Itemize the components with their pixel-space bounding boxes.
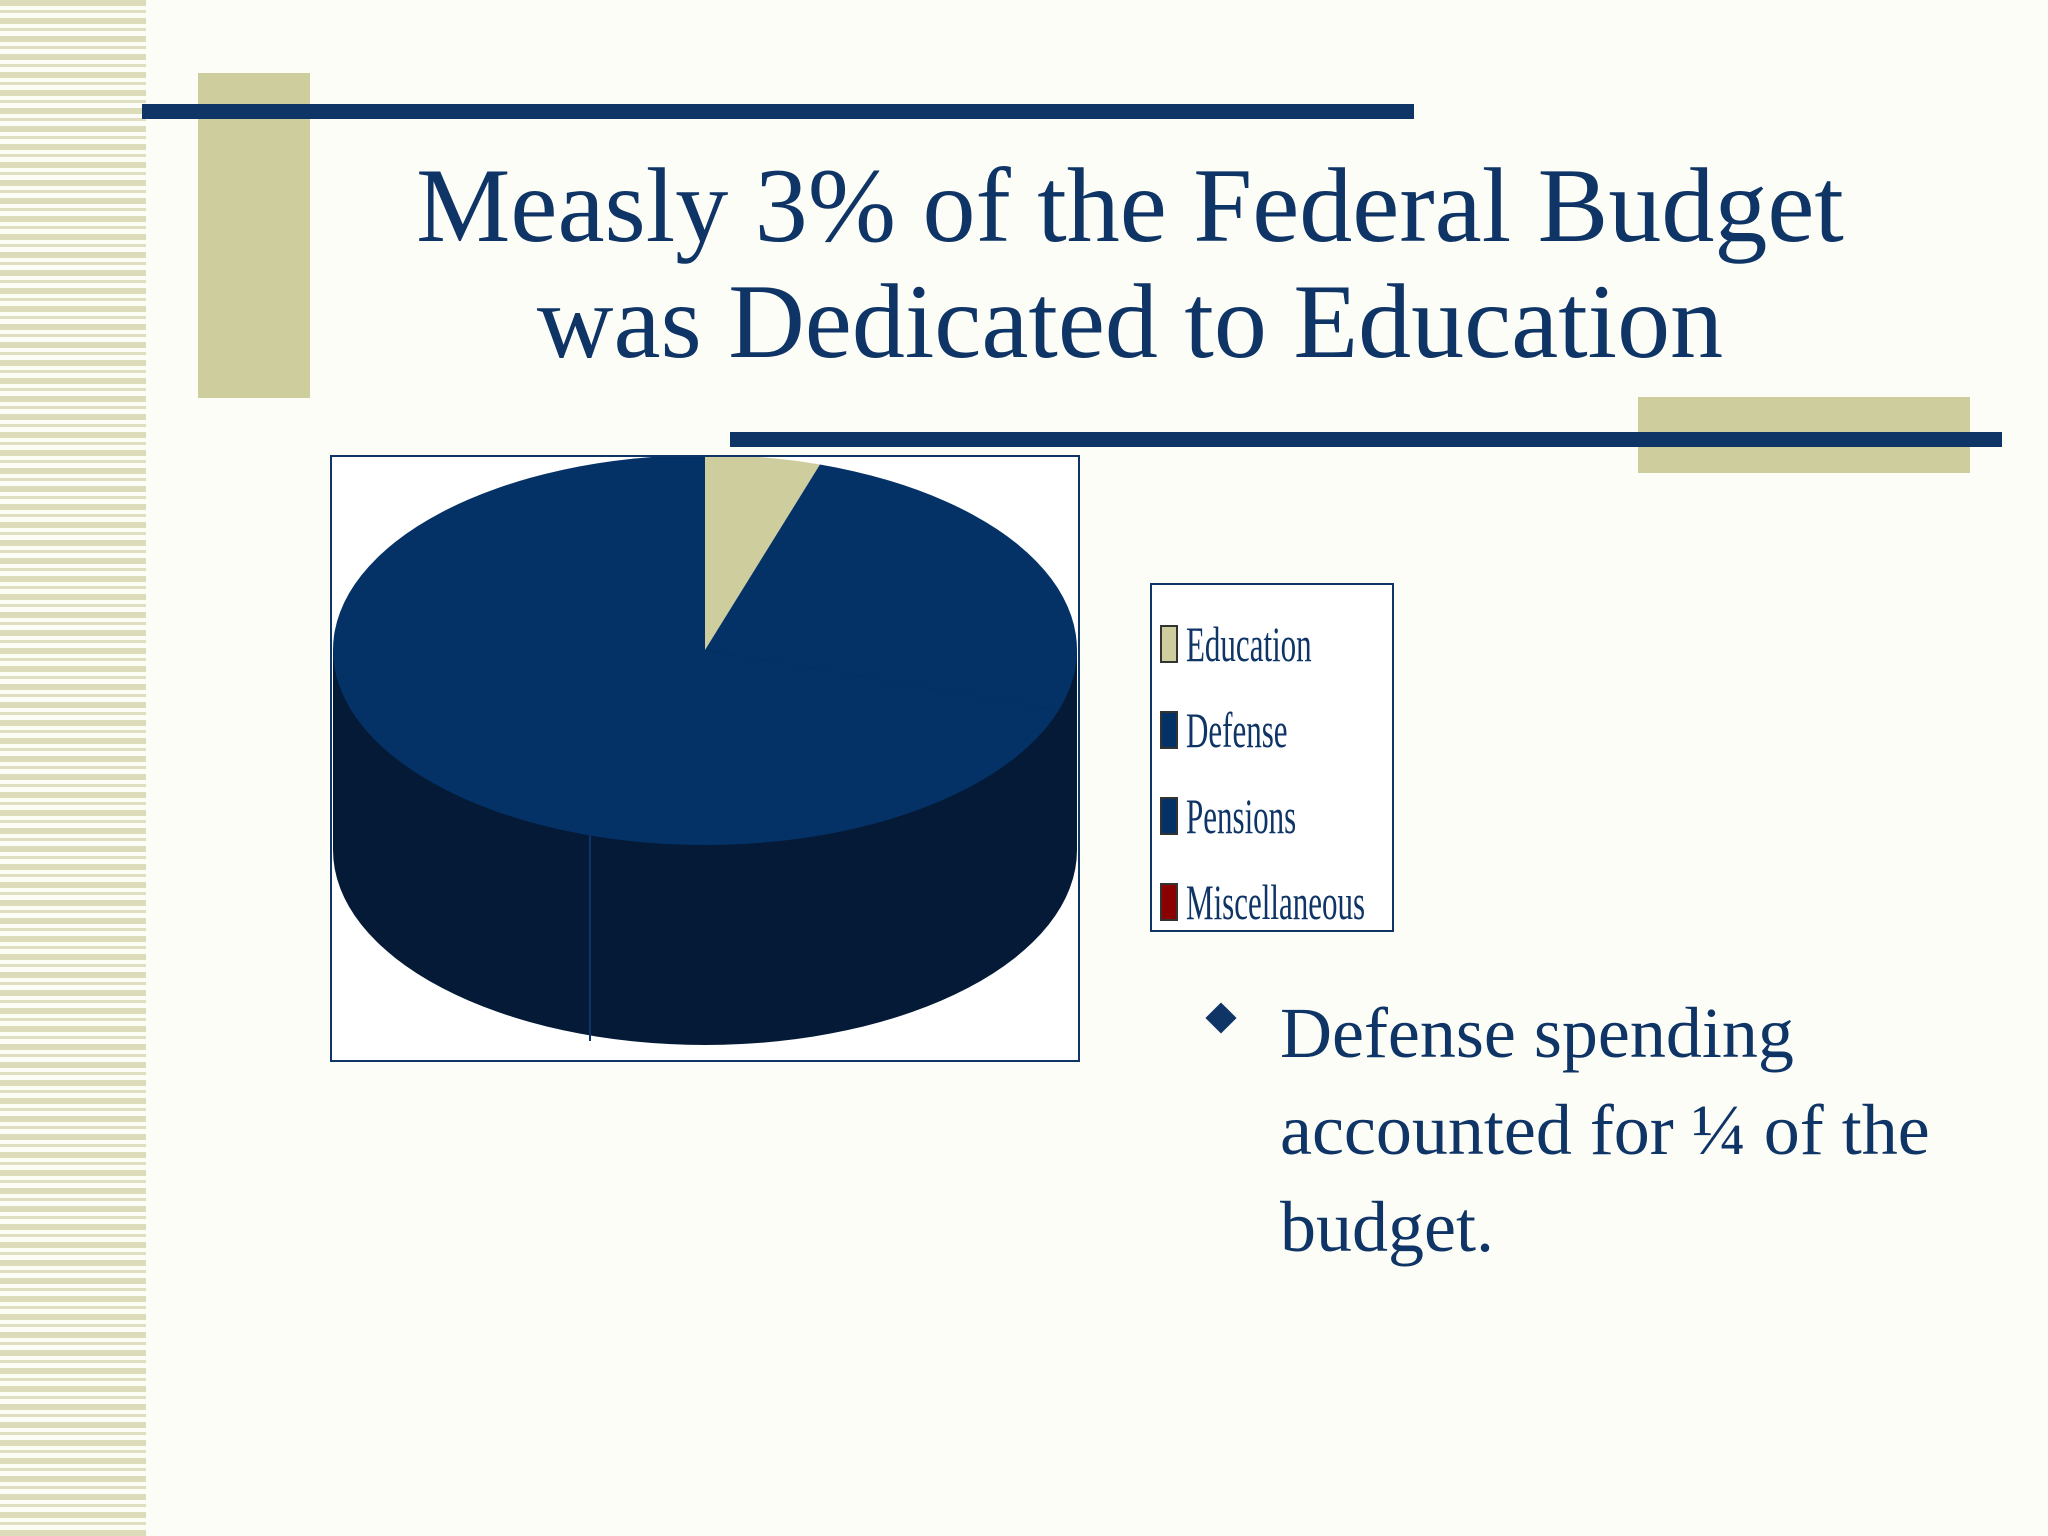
pie-slice-pensions	[333, 650, 1059, 845]
slide-title: Measly 3% of the Federal Budget was Dedi…	[330, 148, 1930, 380]
middle-rule	[730, 432, 2002, 447]
legend-swatch-defense	[1160, 711, 1178, 749]
diamond-bullet-icon	[1205, 1002, 1237, 1034]
chart-legend: Education Defense Pensions Miscellaneous	[1150, 583, 1394, 932]
decorative-block-top-left	[198, 73, 310, 398]
pie-slice-defense	[705, 464, 1077, 711]
pie-chart-frame	[330, 455, 1080, 1062]
legend-item-pensions: Pensions	[1152, 773, 1392, 859]
pie-chart	[333, 457, 1077, 1045]
legend-swatch-education	[1160, 625, 1178, 663]
legend-item-miscellaneous: Miscellaneous	[1152, 859, 1392, 945]
pie-slice-miscellaneous	[333, 457, 705, 650]
title-line-2: was Dedicated to Education	[536, 263, 1724, 380]
legend-item-education: Education	[1152, 601, 1392, 687]
decorative-stripes	[0, 0, 146, 1536]
legend-label-miscellaneous: Miscellaneous	[1186, 874, 1366, 930]
legend-swatch-pensions	[1160, 797, 1178, 835]
pie-slice-education	[705, 457, 820, 650]
legend-item-defense: Defense	[1152, 687, 1392, 773]
legend-label-education: Education	[1186, 616, 1312, 672]
top-rule	[142, 104, 1414, 119]
title-line-1: Measly 3% of the Federal Budget	[416, 147, 1844, 264]
legend-label-defense: Defense	[1186, 702, 1288, 758]
legend-swatch-miscellaneous	[1160, 883, 1178, 921]
legend-label-pensions: Pensions	[1186, 788, 1297, 844]
bullet-text: Defense spending accounted for ¼ of the …	[1280, 993, 1930, 1267]
